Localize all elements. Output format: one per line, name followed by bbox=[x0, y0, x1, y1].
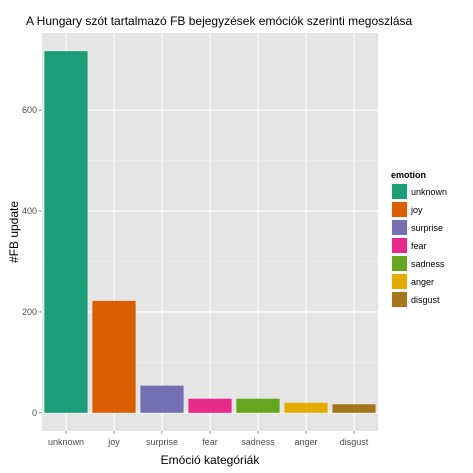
y-tick-label: 0 bbox=[32, 408, 37, 418]
x-tick-label: fear bbox=[202, 437, 218, 447]
bar-surprise bbox=[140, 385, 184, 413]
chart-title: A Hungary szót tartalmazó FB bejegyzések… bbox=[26, 14, 412, 28]
y-tick-label: 600 bbox=[22, 105, 37, 115]
legend-label-surprise: surprise bbox=[411, 223, 443, 233]
legend-label-anger: anger bbox=[411, 277, 434, 287]
legend-label-joy: joy bbox=[410, 205, 423, 215]
legend-swatch-anger bbox=[392, 274, 407, 289]
legend-label-sadness: sadness bbox=[411, 259, 445, 269]
legend-swatch-sadness bbox=[392, 256, 407, 271]
x-tick-label: anger bbox=[294, 437, 317, 447]
x-axis-ticks: unknown joy surprise fear sadness anger disgus… bbox=[48, 431, 369, 447]
legend-swatch-disgust bbox=[392, 292, 407, 307]
bar-unknown bbox=[44, 51, 88, 413]
legend-title: emotion bbox=[391, 170, 426, 180]
y-axis-ticks: 0 200 400 600 bbox=[22, 105, 42, 418]
bar-disgust bbox=[332, 404, 376, 413]
bar-fear bbox=[188, 398, 232, 413]
x-tick-label: surprise bbox=[146, 437, 178, 447]
y-axis-title: #FB update bbox=[7, 201, 21, 263]
legend-label-disgust: disgust bbox=[411, 295, 440, 305]
y-tick-label: 400 bbox=[22, 206, 37, 216]
legend-swatch-joy bbox=[392, 202, 407, 217]
legend-label-fear: fear bbox=[411, 241, 427, 251]
legend-swatch-unknown bbox=[392, 184, 407, 199]
legend-items: unknown joy surprise fear sadness anger disgus… bbox=[390, 182, 447, 309]
bar-sadness bbox=[236, 398, 280, 413]
x-tick-label: disgust bbox=[340, 437, 369, 447]
x-tick-label: unknown bbox=[48, 437, 84, 447]
legend-label-unknown: unknown bbox=[411, 187, 447, 197]
bar-joy bbox=[92, 300, 136, 413]
bars bbox=[44, 51, 376, 413]
legend: emotion unknown joy surprise fear sadness ang… bbox=[390, 170, 447, 309]
x-tick-label: sadness bbox=[241, 437, 275, 447]
x-axis-title: Emóció kategóriák bbox=[161, 453, 261, 467]
bar-anger bbox=[284, 402, 328, 413]
x-tick-label: joy bbox=[107, 437, 120, 447]
legend-swatch-surprise bbox=[392, 220, 407, 235]
legend-swatch-fear bbox=[392, 238, 407, 253]
y-tick-label: 200 bbox=[22, 307, 37, 317]
